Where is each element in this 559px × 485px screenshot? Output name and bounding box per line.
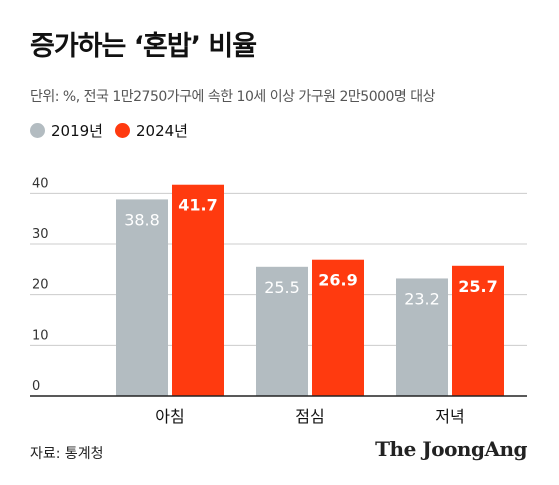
bar: [172, 184, 224, 396]
y-tick-label: 10: [32, 328, 49, 343]
chart-title: 증가하는 ‘혼밥’ 비율: [30, 31, 257, 62]
legend-swatch-2024: [114, 123, 130, 138]
bar: [396, 278, 448, 396]
x-tick-label: 아침: [155, 407, 184, 426]
y-tick-label: 20: [32, 278, 49, 293]
brand-logo: The JoongAng: [375, 437, 527, 461]
data-label: 25.5: [264, 278, 300, 297]
bar: [452, 265, 504, 396]
y-tick-label: 40: [32, 176, 49, 191]
legend-label-2019: 2019년: [51, 122, 103, 140]
x-tick-label: 저녁: [435, 407, 464, 426]
legend: 2019년 2024년: [30, 120, 200, 141]
legend-label-2024: 2024년: [135, 122, 188, 140]
bar: [116, 199, 168, 396]
data-label: 23.2: [404, 289, 440, 308]
legend-item-2019: 2019년: [30, 120, 103, 141]
y-tick-label: 0: [32, 379, 40, 394]
bar: [312, 259, 364, 396]
chart-subtitle: 단위: %, 전국 1만2750가구에 속한 10세 이상 가구원 2만5000…: [30, 89, 436, 105]
y-tick-label: 30: [32, 227, 49, 242]
data-label: 25.7: [458, 277, 497, 296]
data-label: 26.9: [318, 271, 357, 290]
legend-item-2024: 2024년: [114, 120, 188, 141]
source-note: 자료: 통계청: [30, 446, 104, 462]
x-tick-label: 점심: [295, 407, 324, 426]
data-label: 38.8: [124, 210, 160, 229]
bar: [256, 266, 308, 396]
data-label: 41.7: [178, 196, 217, 215]
legend-swatch-2019: [30, 123, 45, 138]
